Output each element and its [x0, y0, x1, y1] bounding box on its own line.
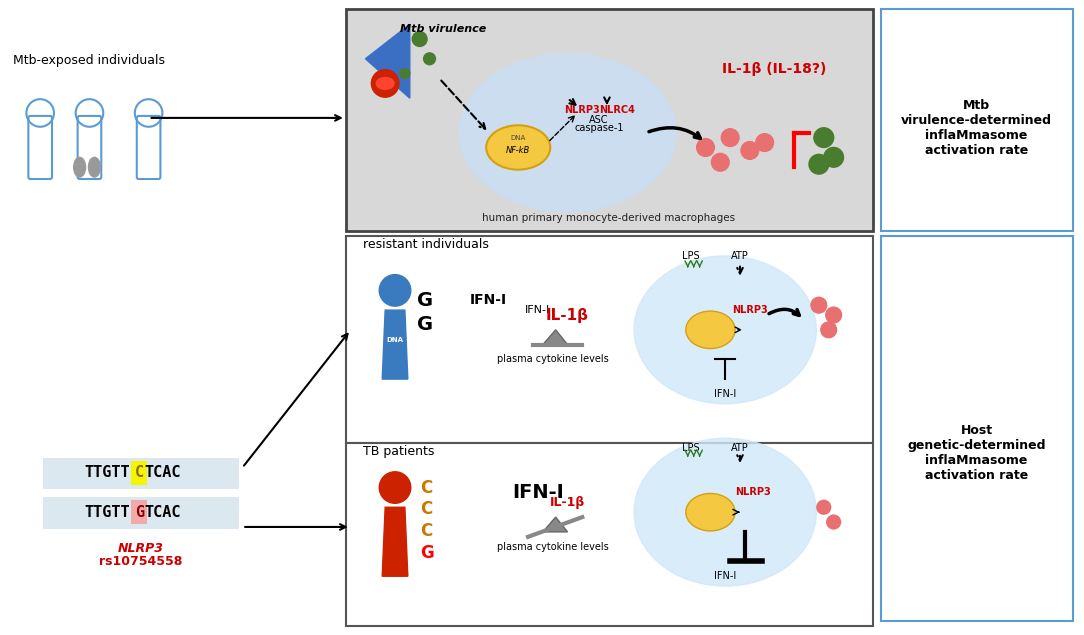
Text: Host
genetic-determined
inflaMmasome
activation rate: Host genetic-determined inflaMmasome act…	[907, 424, 1046, 482]
Circle shape	[379, 274, 411, 306]
Text: human primary monocyte-derived macrophages: human primary monocyte-derived macrophag…	[482, 213, 735, 224]
Ellipse shape	[460, 54, 676, 211]
Text: C: C	[421, 522, 433, 540]
FancyBboxPatch shape	[131, 500, 146, 524]
Text: ATP: ATP	[731, 251, 749, 261]
FancyBboxPatch shape	[346, 236, 873, 443]
Ellipse shape	[686, 311, 735, 349]
Text: C: C	[421, 500, 433, 518]
Ellipse shape	[74, 157, 86, 177]
Circle shape	[741, 142, 759, 159]
Text: LPS: LPS	[682, 251, 699, 261]
Ellipse shape	[487, 125, 551, 170]
Circle shape	[824, 147, 843, 167]
Circle shape	[811, 297, 827, 313]
FancyBboxPatch shape	[881, 236, 1073, 620]
Circle shape	[372, 70, 399, 97]
Text: IFN-I: IFN-I	[714, 572, 736, 581]
Text: plasma cytokine levels: plasma cytokine levels	[496, 542, 608, 552]
Circle shape	[821, 322, 837, 338]
Text: NLRC4: NLRC4	[598, 105, 635, 115]
Text: C: C	[421, 479, 433, 497]
Text: ATP: ATP	[731, 443, 749, 453]
Text: TTGTT: TTGTT	[85, 505, 130, 519]
FancyBboxPatch shape	[131, 461, 146, 485]
Text: DNA: DNA	[511, 135, 526, 140]
Polygon shape	[365, 24, 410, 98]
Text: IL-1β (IL-18?): IL-1β (IL-18?)	[722, 62, 827, 76]
Text: G: G	[416, 316, 433, 335]
Text: TTGTT: TTGTT	[85, 465, 130, 480]
Circle shape	[756, 134, 774, 151]
Text: LPS: LPS	[682, 443, 699, 453]
Text: G: G	[420, 544, 434, 561]
Circle shape	[400, 69, 410, 79]
Ellipse shape	[89, 157, 101, 177]
Circle shape	[379, 472, 411, 504]
Polygon shape	[383, 507, 408, 576]
Text: G: G	[134, 505, 144, 519]
Text: IL-1β: IL-1β	[546, 307, 589, 323]
Text: IFN-I: IFN-I	[526, 305, 551, 315]
Text: IL-1β: IL-1β	[550, 496, 585, 509]
FancyBboxPatch shape	[346, 10, 873, 231]
Circle shape	[817, 500, 830, 514]
Text: NF-kB: NF-kB	[506, 146, 530, 155]
Text: TCAC: TCAC	[144, 505, 181, 519]
Ellipse shape	[376, 77, 395, 90]
Ellipse shape	[634, 256, 816, 404]
Circle shape	[814, 128, 834, 147]
Text: IFN-I: IFN-I	[470, 293, 507, 307]
Text: plasma cytokine levels: plasma cytokine levels	[496, 354, 608, 364]
FancyBboxPatch shape	[43, 497, 240, 529]
Text: NLRP3: NLRP3	[118, 542, 164, 555]
Ellipse shape	[686, 493, 735, 531]
Text: NLRP3: NLRP3	[735, 488, 771, 497]
Polygon shape	[543, 330, 568, 345]
Text: C: C	[134, 465, 144, 480]
Text: ASC: ASC	[590, 115, 609, 125]
Circle shape	[809, 154, 828, 174]
FancyBboxPatch shape	[346, 443, 873, 625]
Text: caspase-1: caspase-1	[575, 123, 623, 133]
Circle shape	[711, 154, 730, 171]
Text: DNA: DNA	[387, 337, 403, 343]
Circle shape	[697, 138, 714, 156]
Circle shape	[721, 129, 739, 147]
Text: IFN-I: IFN-I	[714, 389, 736, 399]
Text: NLRP3: NLRP3	[565, 105, 601, 115]
Circle shape	[827, 515, 840, 529]
Text: Mtb
virulence-determined
inflaMmasome
activation rate: Mtb virulence-determined inflaMmasome ac…	[901, 99, 1053, 157]
Text: IFN-I: IFN-I	[512, 483, 564, 502]
Polygon shape	[383, 310, 408, 379]
Circle shape	[412, 32, 427, 46]
Text: Mtb virulence: Mtb virulence	[400, 24, 487, 34]
Ellipse shape	[634, 438, 816, 586]
Text: resistant individuals: resistant individuals	[363, 238, 489, 251]
Text: TCAC: TCAC	[144, 465, 181, 480]
Text: G: G	[416, 291, 433, 310]
Text: Mtb-exposed individuals: Mtb-exposed individuals	[13, 54, 166, 67]
Text: rs10754558: rs10754558	[99, 554, 182, 568]
Circle shape	[424, 53, 436, 65]
Text: NLRP3: NLRP3	[732, 305, 767, 315]
Circle shape	[826, 307, 841, 323]
FancyBboxPatch shape	[43, 458, 240, 490]
Text: TB patients: TB patients	[363, 445, 435, 458]
Polygon shape	[543, 517, 568, 532]
FancyBboxPatch shape	[881, 10, 1073, 231]
